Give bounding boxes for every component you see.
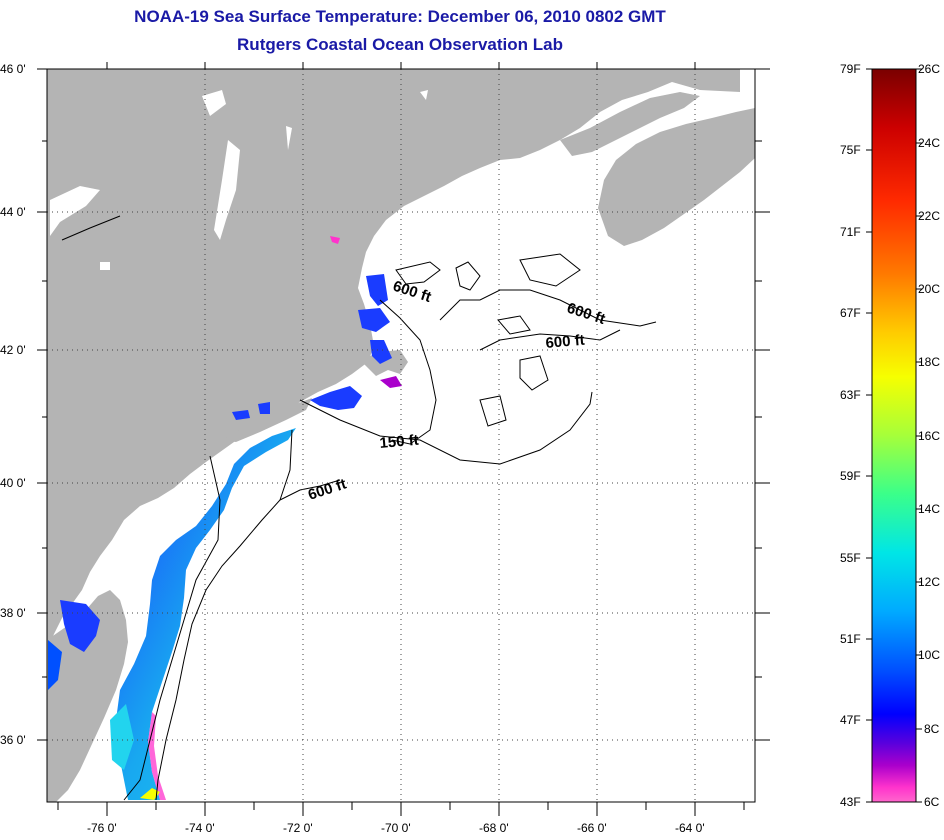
colorbar-f-label: 67F: [840, 306, 861, 320]
latitude-label: 38 0': [0, 606, 26, 620]
colorbar-c-label: 8C: [924, 722, 940, 736]
temperature-colorbar: [871, 68, 917, 803]
longitude-label: -74 0': [185, 821, 215, 835]
longitude-label: -76 0': [87, 821, 117, 835]
colorbar-f-label: 59F: [840, 469, 861, 483]
latitude-label: 42 0': [0, 343, 26, 357]
long-island-land: [222, 398, 312, 442]
contour-label: 600 ft: [545, 332, 586, 352]
colorbar-c-label: 18C: [918, 355, 940, 369]
colorbar-c-label: 10C: [918, 648, 940, 662]
new-brunswick-land: [560, 92, 700, 156]
longitude-label: -70 0': [381, 821, 411, 835]
colorbar-f-label: 75F: [840, 143, 861, 157]
map-title: NOAA-19 Sea Surface Temperature: Decembe…: [134, 7, 666, 26]
contour-label: 150 ft: [379, 432, 420, 452]
graticule: [47, 69, 755, 802]
map-subtitle: Rutgers Coastal Ocean Observation Lab: [237, 35, 563, 54]
latitude-ticks: [37, 68, 770, 741]
colorbar-f-label: 79F: [840, 62, 861, 76]
delmarva-land: [47, 590, 128, 802]
inland-lakes: [50, 90, 428, 270]
colorbar-ticks: [866, 68, 922, 803]
colorbar-c-label: 24C: [918, 136, 940, 150]
latitude-label: 46 0': [0, 62, 26, 76]
contour-150ft: [123, 455, 221, 801]
cape-cod-land: [360, 350, 408, 376]
colorbar-f-label: 71F: [840, 225, 861, 239]
longitude-ticks: [57, 62, 745, 816]
latitude-label: 40 0': [0, 476, 26, 490]
sst-coastal-data: [48, 236, 402, 800]
bathymetry-contours: [61, 215, 657, 801]
colorbar-c-label: 6C: [924, 795, 940, 809]
longitude-label: -64 0': [675, 821, 705, 835]
latitude-label: 44 0': [0, 205, 26, 219]
colorbar-c-label: 14C: [918, 502, 940, 516]
colorbar-f-label: 51F: [840, 632, 861, 646]
longitude-label: -72 0': [283, 821, 313, 835]
colorbar-c-label: 12C: [918, 575, 940, 589]
colorbar-c-label: 20C: [918, 282, 940, 296]
colorbar-c-label: 26C: [918, 62, 940, 76]
colorbar-c-label: 16C: [918, 429, 940, 443]
colorbar-f-label: 63F: [840, 388, 861, 402]
colorbar-f-label: 55F: [840, 551, 861, 565]
longitude-label: -66 0': [577, 821, 607, 835]
latitude-label: 36 0': [0, 733, 26, 747]
colorbar-f-label: 47F: [840, 713, 861, 727]
colorbar-c-label: 22C: [918, 209, 940, 223]
longitude-label: -68 0': [479, 821, 509, 835]
colorbar-f-label: 43F: [840, 795, 861, 809]
